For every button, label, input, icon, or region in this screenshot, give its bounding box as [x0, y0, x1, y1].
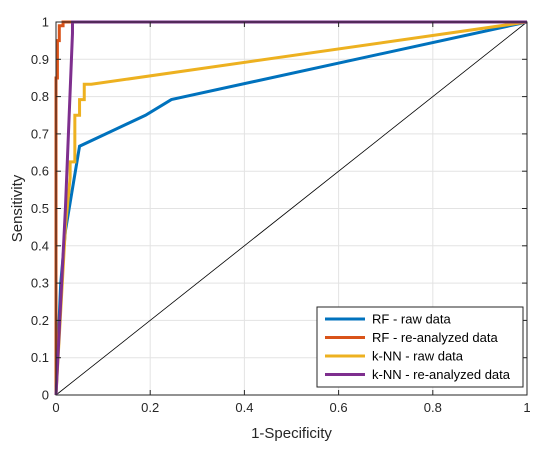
y-tick-label: 0.3: [31, 276, 49, 291]
y-tick-label: 0.4: [31, 238, 49, 253]
series-line-2: [54, 20, 528, 396]
x-axis-label: 1-Specificity: [251, 425, 332, 442]
y-tick-label: 0: [42, 388, 49, 403]
y-axis-label: Sensitivity: [9, 174, 26, 242]
x-tick-label: 0.4: [235, 400, 253, 415]
y-tick-label: 0.7: [31, 126, 49, 141]
reference-line: [55, 21, 528, 396]
y-tick-label: 1: [42, 15, 49, 30]
reference-diagonal: [55, 21, 528, 396]
x-tick-label: 0.2: [141, 400, 159, 415]
y-tick-label: 0.1: [31, 350, 49, 365]
x-tick-label: 1: [523, 400, 530, 415]
y-tick-label: 0.9: [31, 52, 49, 67]
x-tick-label: 0: [52, 400, 59, 415]
y-tick-label: 0.6: [31, 164, 49, 179]
legend-label: RF - raw data: [372, 312, 452, 327]
legend-label: k-NN - raw data: [372, 349, 464, 364]
legend: RF - raw data RF - re-analyzed data k-NN -…: [316, 306, 524, 388]
legend-label: RF - re-analyzed data: [372, 330, 498, 345]
y-tick-label: 0.8: [31, 89, 49, 104]
y-axis-ticks: 0 0.1 0.2 0.3 0.4 0.5 0.6 0.7 0.8 0.9 1: [31, 15, 527, 403]
y-tick-label: 0.5: [31, 201, 49, 216]
x-axis-ticks: 0 0.2 0.4 0.6 0.8 1: [52, 22, 531, 415]
x-tick-label: 0.8: [424, 400, 442, 415]
legend-label: k-NN - re-analyzed data: [372, 367, 511, 382]
x-tick-label: 0.6: [330, 400, 348, 415]
y-tick-label: 0.2: [31, 313, 49, 328]
